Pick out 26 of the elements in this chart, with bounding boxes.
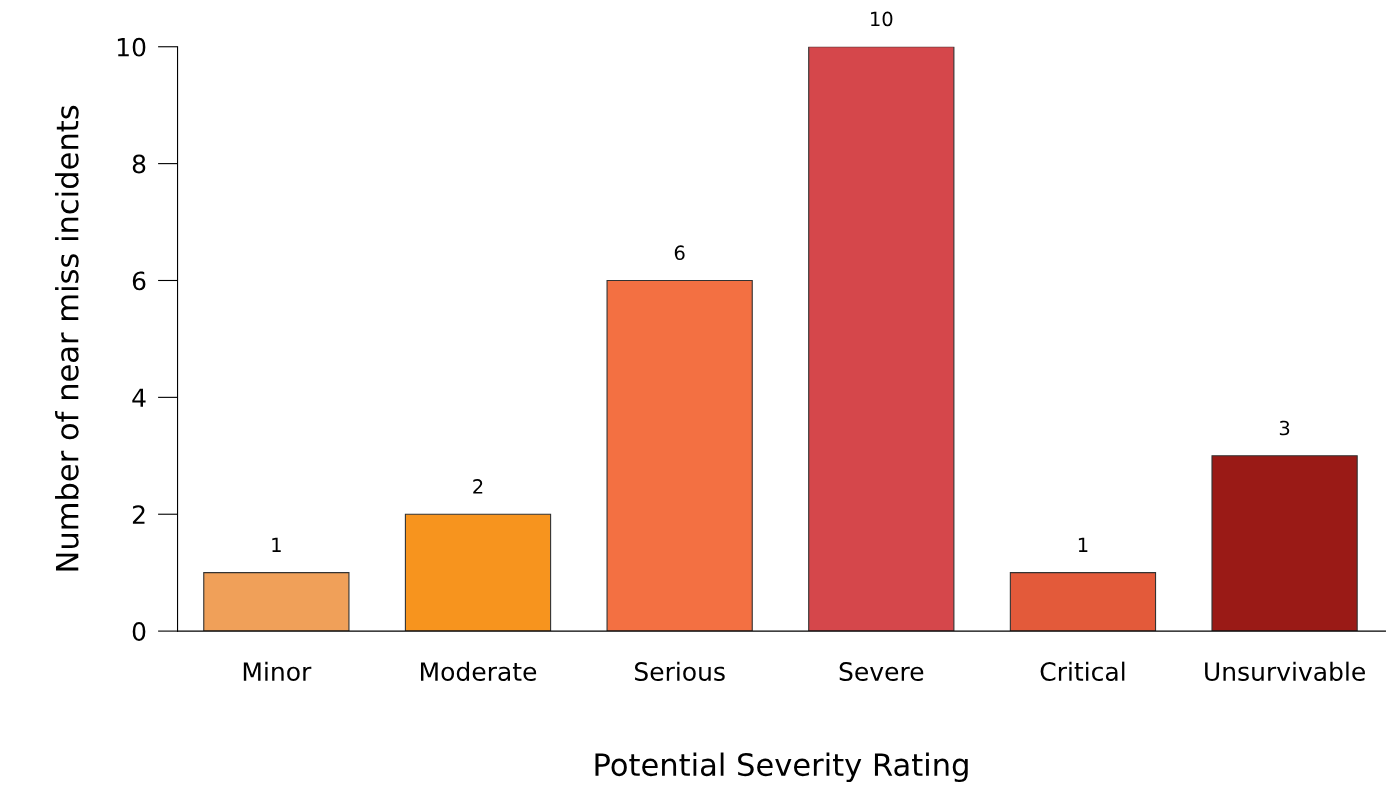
data-label: 1 <box>1078 537 1088 552</box>
y-tick-label: 0 <box>132 622 146 641</box>
x-tick-label: Unsurvivable <box>1205 661 1365 682</box>
bar <box>1009 572 1157 632</box>
bar <box>808 46 955 632</box>
data-label: 3 <box>1279 420 1290 436</box>
data-label: 6 <box>674 245 685 261</box>
y-axis-title: Number of near miss incidents <box>55 105 79 571</box>
x-tick-label: Severe <box>839 662 924 682</box>
bar <box>203 572 350 632</box>
y-tick-label: 6 <box>132 271 146 291</box>
y-tick-label: 4 <box>132 388 146 407</box>
bar <box>606 279 753 632</box>
x-axis-title: Potential Severity Rating <box>595 752 968 783</box>
y-tick-label: 2 <box>132 505 145 524</box>
bar <box>404 513 552 632</box>
x-tick-label: Moderate <box>421 661 537 682</box>
data-label: 10 <box>871 11 893 27</box>
x-tick-label: Serious <box>634 661 725 682</box>
data-label: 1 <box>272 537 281 552</box>
bar <box>1211 455 1358 632</box>
x-tick-label: Minor <box>243 661 312 682</box>
data-label: 2 <box>473 479 483 494</box>
y-tick-label: 8 <box>132 154 146 174</box>
x-tick-label: Critical <box>1040 661 1125 682</box>
y-tick-label: 10 <box>117 37 146 57</box>
